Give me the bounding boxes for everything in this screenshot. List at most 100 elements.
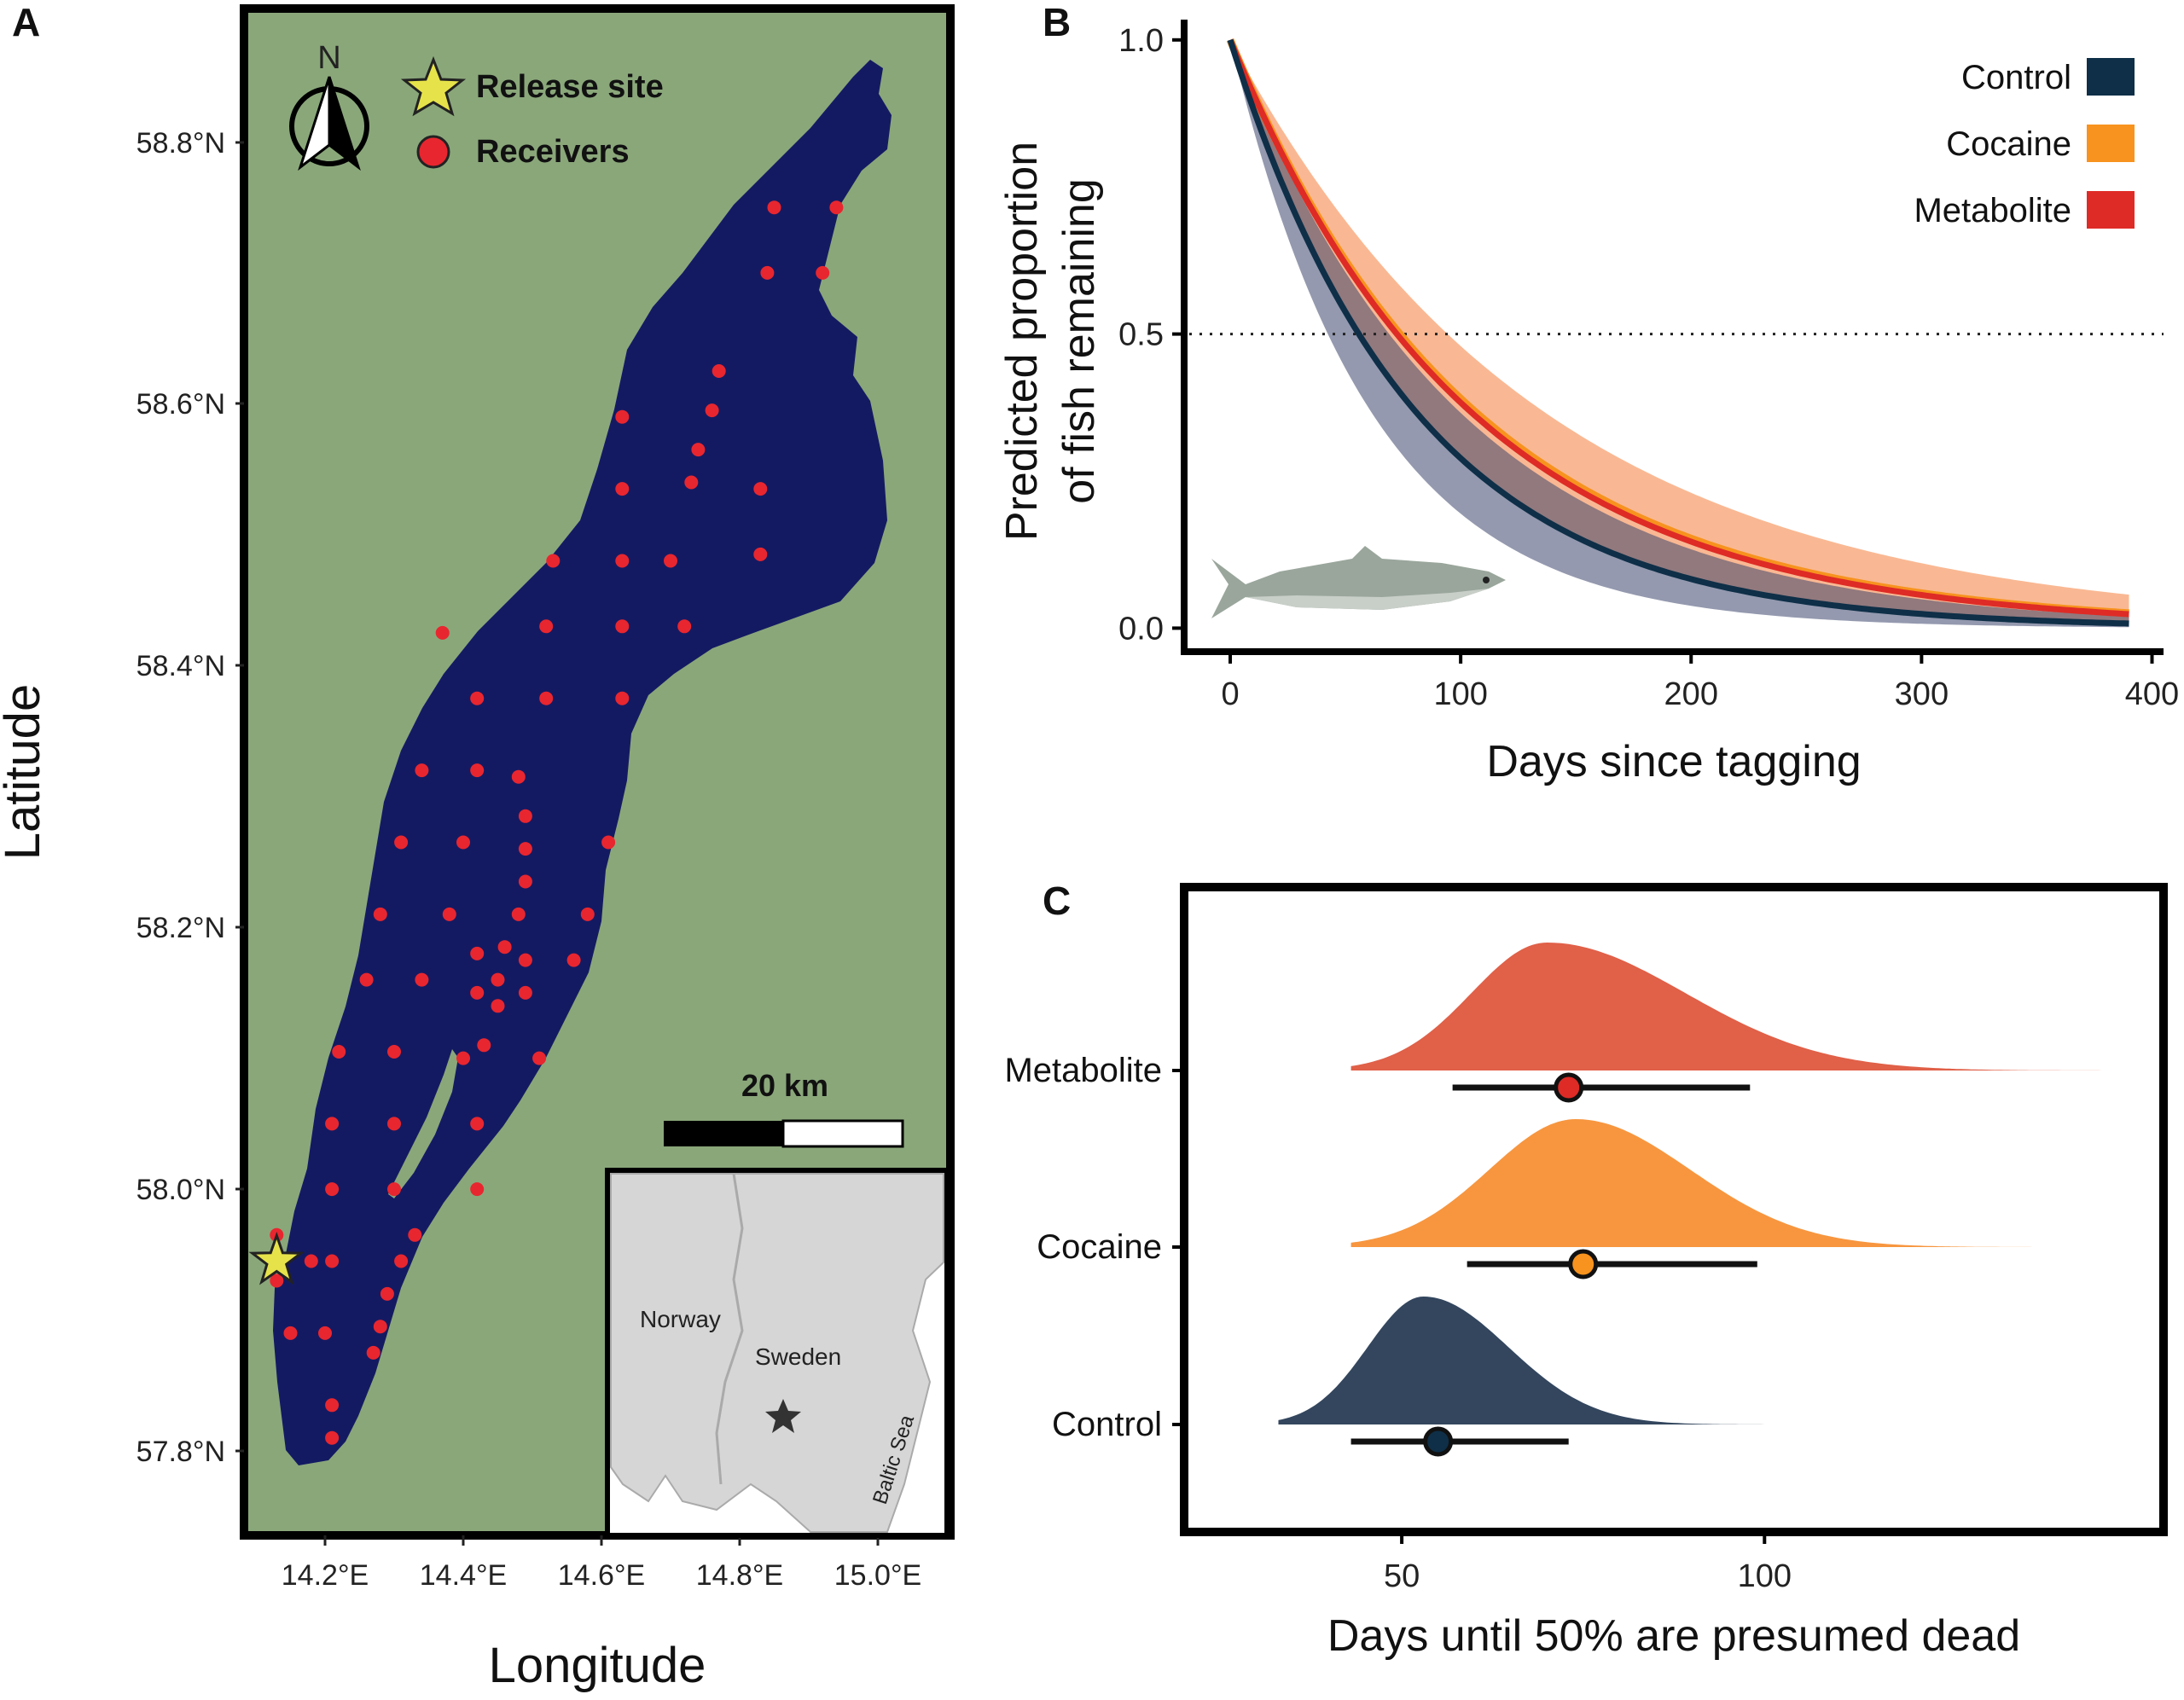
band-control (1230, 39, 2129, 628)
north-arrow-icon: N (289, 40, 369, 171)
inset-norway: Norway (640, 1306, 721, 1332)
panel-label-a: A (12, 0, 40, 44)
chart-b-ylabel-line2: of fish remaining (1054, 178, 1104, 504)
receiver-point (456, 835, 470, 850)
chart-b-ticks: 0 100 200 300 400 0.0 0.5 1.0 (1118, 23, 2179, 712)
receiver-point (394, 1254, 409, 1268)
legend-swatch-cocaine (2087, 125, 2135, 162)
receiver-point (491, 999, 505, 1013)
receiver-point (394, 835, 409, 850)
receiver-point (677, 619, 692, 634)
chart-b-frame (1181, 20, 2164, 655)
density-chart: Metabolite Cocaine Control 50 100 Days until… (1004, 883, 2168, 1661)
star-icon (400, 55, 467, 117)
receiver-point (366, 1345, 380, 1360)
legend-swatch-control (2087, 58, 2135, 96)
chart-c-ticks: Metabolite Cocaine Control 50 100 (1004, 1052, 1792, 1594)
lat-ticks: 58.8°N 58.6°N 58.4°N 58.2°N 58.0°N 57.8°… (136, 127, 244, 1468)
survival-chart: 0 100 200 300 400 0.0 0.5 1.0 Days since taggin… (997, 20, 2179, 786)
receiver-point (470, 691, 485, 705)
density-metabolite (1350, 943, 2128, 1070)
receiver-point (684, 475, 699, 490)
density-shapes (1278, 943, 2128, 1424)
map-ylabel: Latitude (0, 684, 50, 860)
chart-c-xtick: 100 (1738, 1558, 1792, 1594)
confidence-bands (1230, 39, 2129, 628)
receivers-layer (270, 200, 844, 1445)
receiver-point (615, 409, 630, 424)
panel-label-b: B (1043, 0, 1071, 44)
median-cocaine (1568, 1249, 1599, 1279)
panel-label-c: C (1043, 879, 1071, 923)
receiver-point (359, 972, 374, 987)
chart-b-xtick: 0 (1221, 676, 1239, 712)
chart-b-ytick: 1.0 (1118, 23, 1164, 59)
receiver-point (318, 1326, 332, 1340)
median-control (1423, 1426, 1454, 1457)
receiver-point (470, 946, 485, 960)
receiver-point (546, 554, 561, 568)
receiver-point (753, 547, 768, 561)
receiver-point (712, 364, 726, 378)
receiver-point (539, 619, 554, 634)
legend-swatch-metabolite (2087, 191, 2135, 229)
survival-lines (1226, 38, 2129, 627)
chart-b-xlabel: Days since tagging (1486, 737, 1861, 786)
receiver-point (456, 1051, 470, 1065)
receiver-point (304, 1254, 318, 1268)
lon-tick-label: 14.4°E (420, 1559, 507, 1592)
receiver-point (760, 265, 775, 280)
chart-c-category: Control (1052, 1406, 1162, 1443)
inset-map: Norway Sweden Baltic Sea (605, 1168, 950, 1538)
receiver-point (601, 835, 616, 850)
receiver-point (325, 1254, 340, 1268)
receiver-point (816, 265, 830, 280)
receiver-point (470, 763, 485, 778)
receiver-point (325, 1182, 340, 1197)
receiver-point (435, 625, 450, 640)
lon-ticks: 14.2°E 14.4°E 14.6°E 14.8°E 15.0°E (282, 1535, 921, 1592)
chart-b-ytick: 0.5 (1118, 317, 1164, 353)
chart-b-xtick: 100 (1433, 676, 1487, 712)
lon-tick-label: 14.2°E (282, 1559, 369, 1592)
chart-c-xlabel: Days until 50% are presumed dead (1327, 1611, 2020, 1661)
receiver-point (518, 809, 532, 823)
receiver-point (705, 403, 719, 418)
chart-c-category: Metabolite (1004, 1052, 1162, 1089)
receiver-point (691, 443, 706, 457)
lat-tick-label: 58.0°N (136, 1174, 225, 1206)
lat-tick-label: 58.4°N (136, 650, 225, 682)
map-panel: 58.8°N 58.6°N 58.4°N 58.2°N 58.0°N 57.8°… (0, 4, 955, 1693)
chart-b-legend: Control Cocaine Metabolite (1914, 58, 2135, 229)
receiver-point (518, 953, 532, 967)
lon-tick-label: 14.6°E (558, 1559, 645, 1592)
legend-label-control: Control (1961, 59, 2071, 96)
receiver-point (477, 1038, 491, 1053)
receiver-point (408, 1227, 422, 1242)
density-control (1278, 1297, 1780, 1424)
receiver-point (753, 482, 768, 496)
receiver-point (511, 907, 526, 921)
receiver-point (767, 200, 781, 215)
receiver-point (387, 1117, 401, 1131)
receiver-point (415, 763, 429, 778)
receiver-icon (416, 135, 450, 169)
legend-label-cocaine: Cocaine (1946, 125, 2071, 163)
legend-receivers: Receivers (476, 134, 630, 170)
receiver-point (491, 972, 505, 987)
receiver-point (380, 1286, 394, 1301)
chart-b-xtick: 400 (2125, 676, 2179, 712)
chart-b-xtick: 300 (1895, 676, 1949, 712)
density-cocaine (1350, 1119, 2055, 1247)
band-cocaine (1230, 39, 2129, 624)
lake-shape (273, 60, 892, 1465)
median-metabolite (1554, 1072, 1584, 1103)
island-shape (388, 1049, 458, 1198)
receiver-point (615, 554, 630, 568)
inset-sweden: Sweden (755, 1343, 841, 1370)
receiver-point (387, 1182, 401, 1197)
fish-icon (1211, 546, 1506, 618)
map-xlabel: Longitude (489, 1638, 706, 1693)
receiver-point (664, 554, 677, 568)
